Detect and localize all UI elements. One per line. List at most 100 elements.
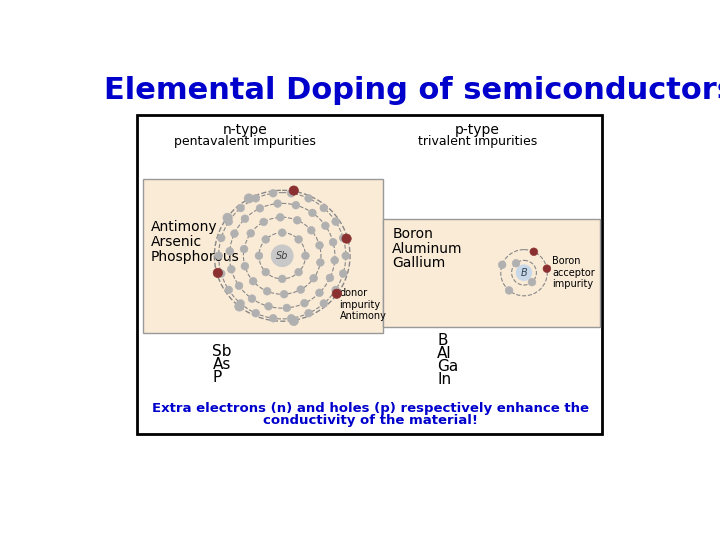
Text: B: B — [521, 268, 527, 278]
Circle shape — [279, 275, 286, 283]
Circle shape — [252, 194, 260, 202]
Circle shape — [265, 302, 272, 310]
Text: Sb: Sb — [276, 251, 289, 261]
Text: Arsenic: Arsenic — [150, 235, 202, 249]
Circle shape — [543, 265, 551, 273]
Circle shape — [297, 286, 305, 293]
Text: P: P — [212, 370, 222, 385]
Circle shape — [528, 278, 536, 286]
Circle shape — [332, 286, 340, 294]
Circle shape — [225, 218, 233, 226]
Circle shape — [264, 287, 271, 295]
Circle shape — [498, 261, 506, 268]
Circle shape — [305, 309, 312, 317]
Circle shape — [213, 268, 222, 278]
Circle shape — [269, 314, 277, 322]
Circle shape — [260, 218, 268, 226]
Circle shape — [307, 226, 315, 234]
Circle shape — [326, 274, 334, 282]
Text: p-type: p-type — [455, 123, 500, 137]
Circle shape — [289, 186, 298, 195]
Circle shape — [330, 256, 338, 264]
Text: Boron: Boron — [392, 227, 433, 241]
Text: Gallium: Gallium — [392, 256, 446, 271]
Circle shape — [294, 268, 302, 276]
Circle shape — [256, 205, 264, 212]
Circle shape — [230, 230, 238, 238]
Text: Al: Al — [437, 346, 452, 361]
Circle shape — [310, 274, 318, 282]
Bar — [143, 179, 383, 333]
Text: Elemental Doping of semiconductors: Elemental Doping of semiconductors — [104, 76, 720, 105]
Circle shape — [269, 190, 277, 197]
Circle shape — [237, 204, 245, 212]
Circle shape — [240, 245, 248, 253]
Text: Ga: Ga — [437, 359, 459, 374]
Text: donor
impurity
Antimony: donor impurity Antimony — [340, 288, 387, 321]
Circle shape — [320, 300, 328, 307]
Circle shape — [226, 247, 233, 255]
Circle shape — [342, 234, 351, 243]
Circle shape — [287, 314, 295, 322]
Circle shape — [249, 278, 257, 285]
Text: Extra electrons (n) and holes (p) respectively enhance the: Extra electrons (n) and holes (p) respec… — [152, 402, 589, 415]
Circle shape — [512, 259, 520, 267]
Circle shape — [274, 200, 282, 207]
Circle shape — [228, 266, 235, 273]
Bar — [137, 115, 601, 434]
Text: n-type: n-type — [222, 123, 267, 137]
Text: Sb: Sb — [212, 344, 232, 359]
Circle shape — [271, 245, 293, 267]
Text: trivalent impurities: trivalent impurities — [418, 136, 537, 148]
Circle shape — [505, 287, 513, 294]
Circle shape — [315, 289, 323, 296]
Circle shape — [215, 252, 222, 260]
Circle shape — [309, 209, 316, 217]
Text: Boron
acceptor
impurity: Boron acceptor impurity — [552, 256, 595, 289]
Circle shape — [280, 291, 288, 298]
Circle shape — [332, 218, 340, 226]
Circle shape — [262, 235, 269, 244]
Circle shape — [252, 309, 260, 317]
Text: In: In — [437, 372, 451, 387]
Circle shape — [287, 190, 295, 197]
Circle shape — [339, 269, 347, 278]
Text: As: As — [212, 357, 231, 372]
Circle shape — [530, 248, 538, 255]
Text: pentavalent impurities: pentavalent impurities — [174, 136, 316, 148]
Circle shape — [283, 304, 291, 312]
Circle shape — [241, 215, 249, 222]
Circle shape — [302, 252, 310, 260]
Circle shape — [289, 316, 298, 326]
Circle shape — [225, 286, 233, 294]
Bar — [383, 219, 600, 327]
Text: Phosphorous: Phosphorous — [150, 251, 239, 264]
Circle shape — [262, 268, 269, 276]
Circle shape — [300, 299, 308, 307]
Circle shape — [294, 235, 302, 244]
Circle shape — [237, 300, 245, 307]
Circle shape — [235, 302, 244, 311]
Circle shape — [235, 282, 243, 289]
Circle shape — [292, 201, 300, 209]
Circle shape — [244, 194, 253, 203]
Circle shape — [217, 234, 225, 242]
Circle shape — [293, 217, 301, 224]
Text: conductivity of the material!: conductivity of the material! — [263, 414, 478, 427]
Circle shape — [332, 289, 341, 299]
Circle shape — [223, 213, 233, 222]
Text: Aluminum: Aluminum — [392, 242, 463, 256]
Circle shape — [339, 234, 347, 242]
Text: B: B — [437, 333, 448, 348]
Circle shape — [516, 265, 532, 280]
Circle shape — [342, 252, 350, 260]
Circle shape — [248, 295, 256, 302]
Circle shape — [255, 252, 263, 260]
Circle shape — [305, 194, 312, 202]
Circle shape — [315, 241, 323, 249]
Circle shape — [276, 213, 284, 221]
Circle shape — [322, 222, 329, 230]
Circle shape — [217, 269, 225, 278]
Circle shape — [241, 262, 249, 270]
Circle shape — [279, 229, 286, 237]
